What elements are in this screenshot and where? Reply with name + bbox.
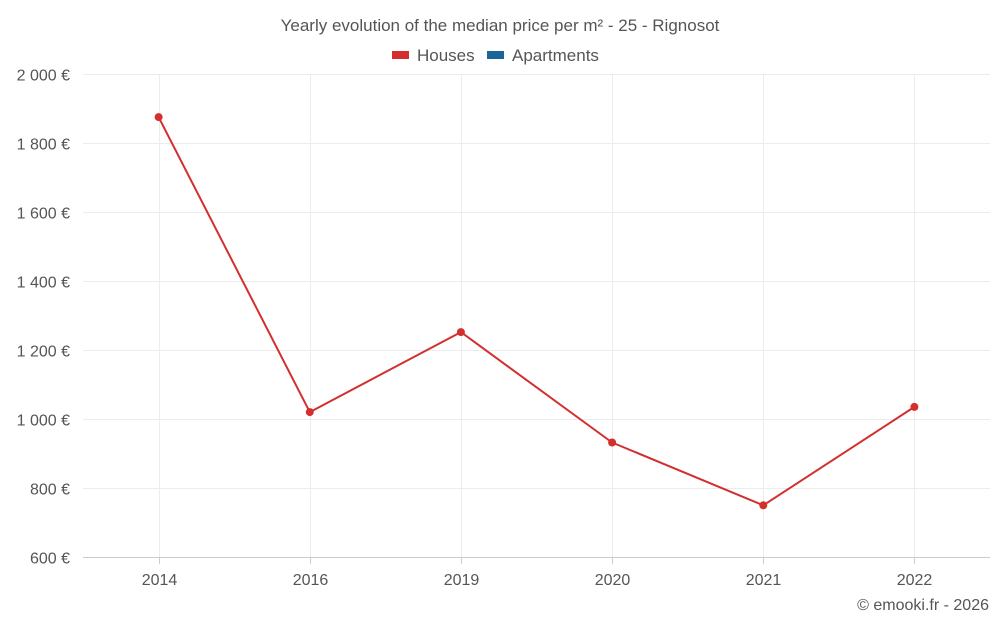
y-tick-label: 1 800 € bbox=[17, 137, 70, 154]
legend-swatch-apartments bbox=[487, 51, 504, 59]
x-tick-label: 2021 bbox=[746, 572, 782, 589]
y-tick-label: 1 200 € bbox=[17, 344, 70, 361]
x-tick-label: 2016 bbox=[293, 572, 329, 589]
x-tick-label: 2020 bbox=[595, 572, 631, 589]
chart-title: Yearly evolution of the median price per… bbox=[281, 16, 720, 35]
data-point-houses[interactable] bbox=[305, 408, 314, 417]
legend-label-houses: Houses bbox=[417, 46, 475, 65]
legend-item-apartments[interactable]: Apartments bbox=[487, 46, 599, 65]
y-tick-label: 600 € bbox=[30, 551, 70, 568]
data-point-houses[interactable] bbox=[759, 501, 768, 510]
x-tick-label: 2022 bbox=[897, 572, 933, 589]
grid bbox=[83, 74, 990, 557]
y-tick-label: 1 400 € bbox=[17, 275, 70, 292]
data-point-houses[interactable] bbox=[608, 438, 617, 447]
y-tick-label: 1 600 € bbox=[17, 206, 70, 223]
data-point-houses[interactable] bbox=[910, 402, 919, 411]
data-point-houses[interactable] bbox=[154, 113, 163, 122]
y-tick-label: 2 000 € bbox=[17, 68, 70, 85]
y-axis: 600 € 800 € 1 000 € 1 200 € 1 400 € 1 600 € 1 … bbox=[17, 68, 70, 568]
y-tick-label: 1 000 € bbox=[17, 413, 70, 430]
series-line-houses bbox=[157, 116, 915, 507]
credit-text: © emooki.fr - 2026 bbox=[857, 597, 989, 614]
data-point-houses[interactable] bbox=[456, 328, 465, 337]
x-tick-label: 2014 bbox=[142, 572, 178, 589]
legend: Houses Apartments bbox=[392, 46, 599, 65]
legend-swatch-houses bbox=[392, 51, 409, 59]
y-tick-label: 800 € bbox=[30, 482, 70, 499]
series-layer bbox=[154, 113, 919, 510]
legend-item-houses[interactable]: Houses bbox=[392, 46, 475, 65]
x-axis: 2014 2016 2019 2020 2021 2022 bbox=[83, 557, 990, 589]
x-tick-label: 2019 bbox=[444, 572, 480, 589]
legend-label-apartments: Apartments bbox=[512, 46, 599, 65]
